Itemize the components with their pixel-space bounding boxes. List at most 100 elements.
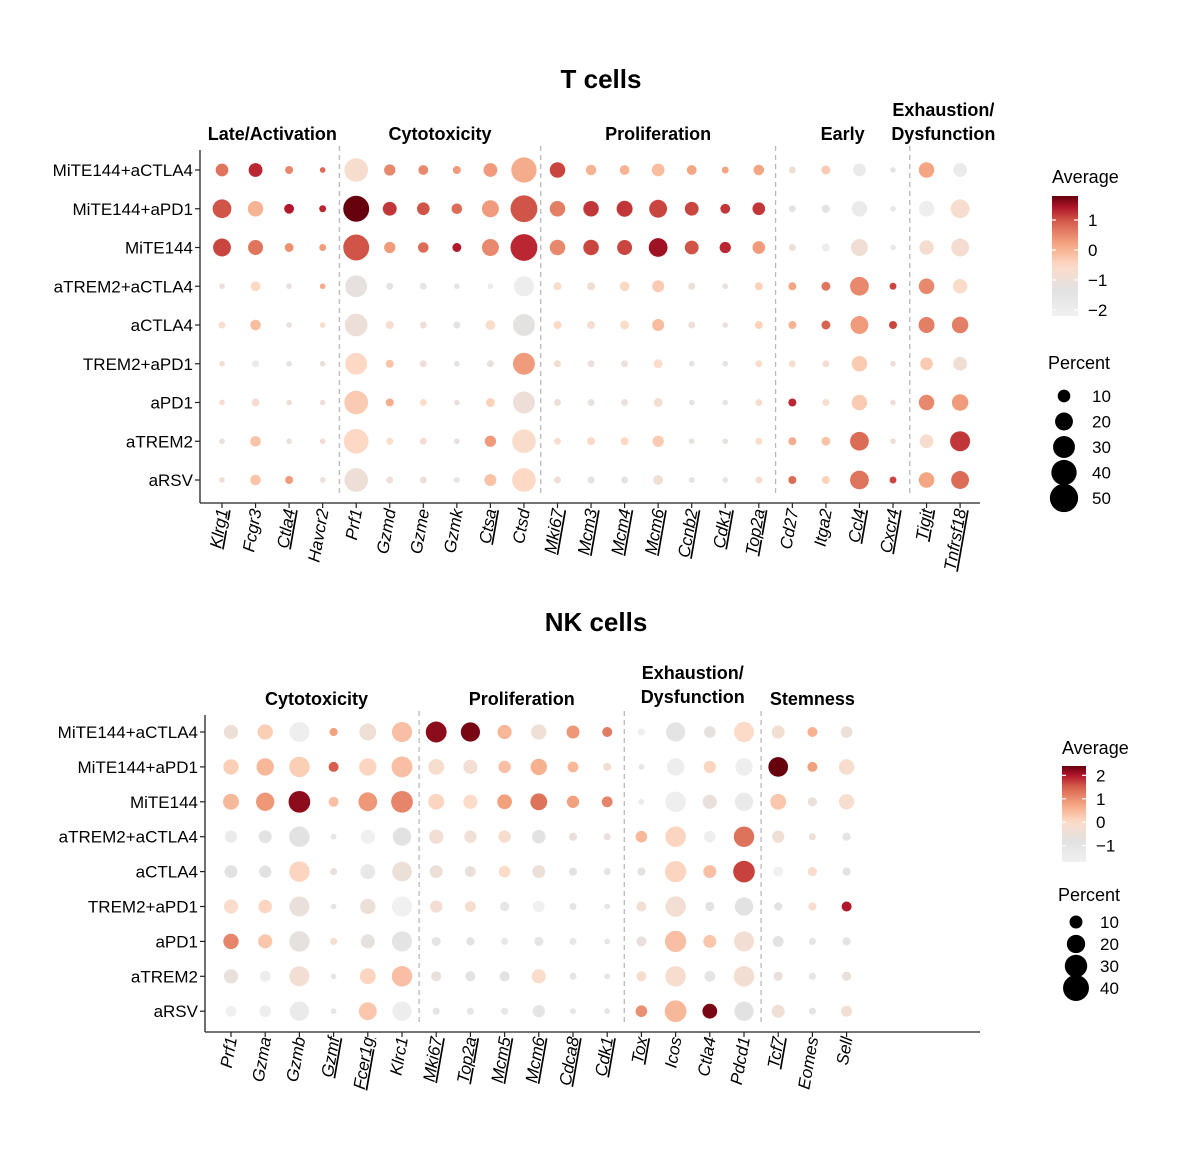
dot — [651, 163, 665, 177]
dot — [512, 429, 536, 454]
dot — [248, 163, 263, 177]
dot — [344, 313, 368, 337]
dot — [788, 437, 797, 446]
dot — [392, 861, 412, 882]
dot — [497, 794, 512, 810]
percent-key-dot — [1069, 915, 1083, 929]
dot — [722, 283, 729, 290]
dot — [513, 352, 535, 375]
dot — [722, 322, 729, 328]
gene-label: Tigit — [912, 506, 936, 542]
dot — [432, 1007, 440, 1015]
percent-key-dot — [1055, 412, 1073, 431]
dot — [512, 468, 536, 492]
percent-tick-label: 10 — [1100, 913, 1119, 932]
group-label: Proliferation — [469, 689, 575, 709]
dot — [733, 966, 755, 987]
dot — [890, 438, 896, 445]
percent-tick-label: 30 — [1100, 957, 1119, 976]
legend-percent-title: Percent — [1048, 353, 1110, 373]
gene-label: Ctla4 — [694, 1035, 720, 1077]
dot — [788, 476, 797, 484]
dot — [686, 165, 697, 175]
dot — [635, 1005, 648, 1017]
dot — [532, 829, 546, 844]
dot — [688, 360, 695, 367]
dot — [703, 934, 717, 948]
dot — [617, 240, 633, 255]
dot — [918, 394, 935, 411]
dot — [554, 360, 561, 368]
average-tick-label: −2 — [1088, 301, 1107, 320]
dot — [842, 971, 852, 981]
dot — [851, 394, 868, 411]
gene-label: Ctsd — [509, 507, 534, 545]
dot — [498, 760, 511, 774]
dot — [807, 761, 818, 772]
dot — [636, 971, 647, 982]
percent-key-dot — [1066, 934, 1086, 954]
dot — [250, 281, 261, 292]
dot — [838, 794, 855, 810]
row-label: aTREM2 — [126, 432, 193, 451]
dot — [549, 239, 566, 256]
average-tick-label: −1 — [1088, 271, 1107, 290]
dot — [722, 399, 729, 406]
row-label: aCTLA4 — [131, 316, 193, 335]
dot — [841, 1005, 853, 1017]
gene-label: Cdca8 — [556, 1035, 583, 1087]
average-tick-label: −1 — [1096, 837, 1115, 856]
dot — [285, 476, 294, 484]
dot — [223, 793, 239, 810]
dot — [358, 1002, 377, 1021]
row-label: aRSV — [154, 1002, 199, 1021]
dot — [485, 320, 496, 330]
dot — [359, 758, 377, 776]
row-label: MiTE144 — [130, 793, 198, 812]
gene-label: Mki67 — [420, 1035, 447, 1083]
dot — [416, 202, 430, 216]
dot — [330, 1008, 337, 1015]
dot — [808, 1007, 816, 1015]
dot — [358, 792, 378, 812]
dot — [256, 758, 274, 776]
dot — [431, 936, 441, 946]
dot — [328, 796, 339, 807]
dot — [821, 243, 830, 252]
dot — [329, 727, 338, 737]
dot — [215, 163, 229, 177]
dot — [585, 164, 597, 176]
dot — [289, 756, 310, 778]
dot — [359, 723, 377, 741]
dot — [223, 899, 239, 914]
percent-tick-label: 10 — [1092, 387, 1111, 406]
dot — [486, 360, 494, 368]
group-label-line: Exhaustion/ — [642, 663, 744, 683]
dot — [289, 861, 310, 882]
dot — [568, 867, 578, 876]
dot — [620, 320, 630, 330]
dot — [768, 757, 789, 777]
dot — [602, 726, 613, 738]
gene-label: Prf1 — [342, 507, 366, 541]
dot — [219, 438, 225, 445]
gene-label: Fcer1g — [350, 1035, 378, 1091]
dot — [384, 241, 396, 254]
gene-label: Mki67 — [541, 507, 568, 555]
dot — [722, 360, 729, 367]
dot — [755, 399, 763, 406]
dot — [466, 1007, 474, 1015]
gene-label: Mcm6 — [641, 507, 668, 556]
dot — [822, 399, 830, 406]
dot — [418, 165, 429, 175]
group-label-line: Dysfunction — [641, 687, 745, 707]
dot — [549, 201, 566, 217]
dot — [319, 360, 326, 367]
dot — [704, 830, 716, 843]
dot — [951, 471, 970, 489]
dot — [821, 204, 830, 213]
gene-label: Sell — [833, 1034, 857, 1066]
percent-key-dot — [1063, 975, 1089, 1001]
dot — [330, 868, 338, 876]
